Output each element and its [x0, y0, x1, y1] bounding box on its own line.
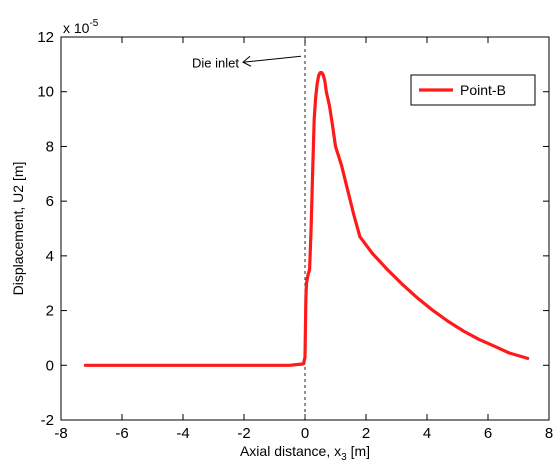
x-axis-label-main: Axial distance, x: [240, 443, 341, 459]
x-tick-label: -6: [115, 425, 128, 442]
y-tick-label: 6: [46, 193, 54, 210]
x-axis-label-unit: [m]: [347, 443, 370, 459]
y-axis-label: Displacement, U2 [m]: [10, 162, 26, 296]
x-tick-label: 0: [301, 425, 309, 442]
x-tick-label: -8: [54, 425, 67, 442]
y-tick-label: 12: [37, 29, 54, 46]
annotation-arrowhead: [242, 55, 252, 67]
annotation-arrow: [242, 55, 302, 63]
x-tick-label: 2: [362, 425, 370, 442]
y-tick-label: 2: [46, 303, 54, 320]
x-axis-label-subscript: 3: [341, 452, 347, 463]
y-multiplier-exponent: -5: [89, 18, 98, 29]
y-multiplier-base: x 10: [63, 20, 90, 36]
x-tick-label: -4: [176, 425, 189, 442]
x-tick-label: -2: [237, 425, 250, 442]
x-tick-label: 8: [545, 425, 553, 442]
legend: Point-B: [410, 74, 536, 106]
x-tick-label: 4: [423, 425, 431, 442]
annotation-die-inlet: Die inlet: [192, 55, 239, 70]
y-tick-label: 8: [46, 138, 54, 155]
y-tick-label: 4: [46, 248, 54, 265]
y-tick-label: 10: [37, 84, 54, 101]
legend-label-point-b: Point-B: [460, 82, 506, 98]
y-tick-label: -2: [41, 412, 54, 429]
series-line-point-b: [83, 70, 530, 367]
axis-ticks: -8 -6 -4 -2 0 2 4 6 8 -2 0 2 4 6 8 10 12: [37, 29, 553, 442]
y-tick-label: 0: [46, 357, 54, 374]
x-axis-label: Axial distance, x3 [m]: [240, 443, 370, 463]
x-tick-label: 6: [484, 425, 492, 442]
y-axis-multiplier: x 10-5: [63, 18, 99, 36]
